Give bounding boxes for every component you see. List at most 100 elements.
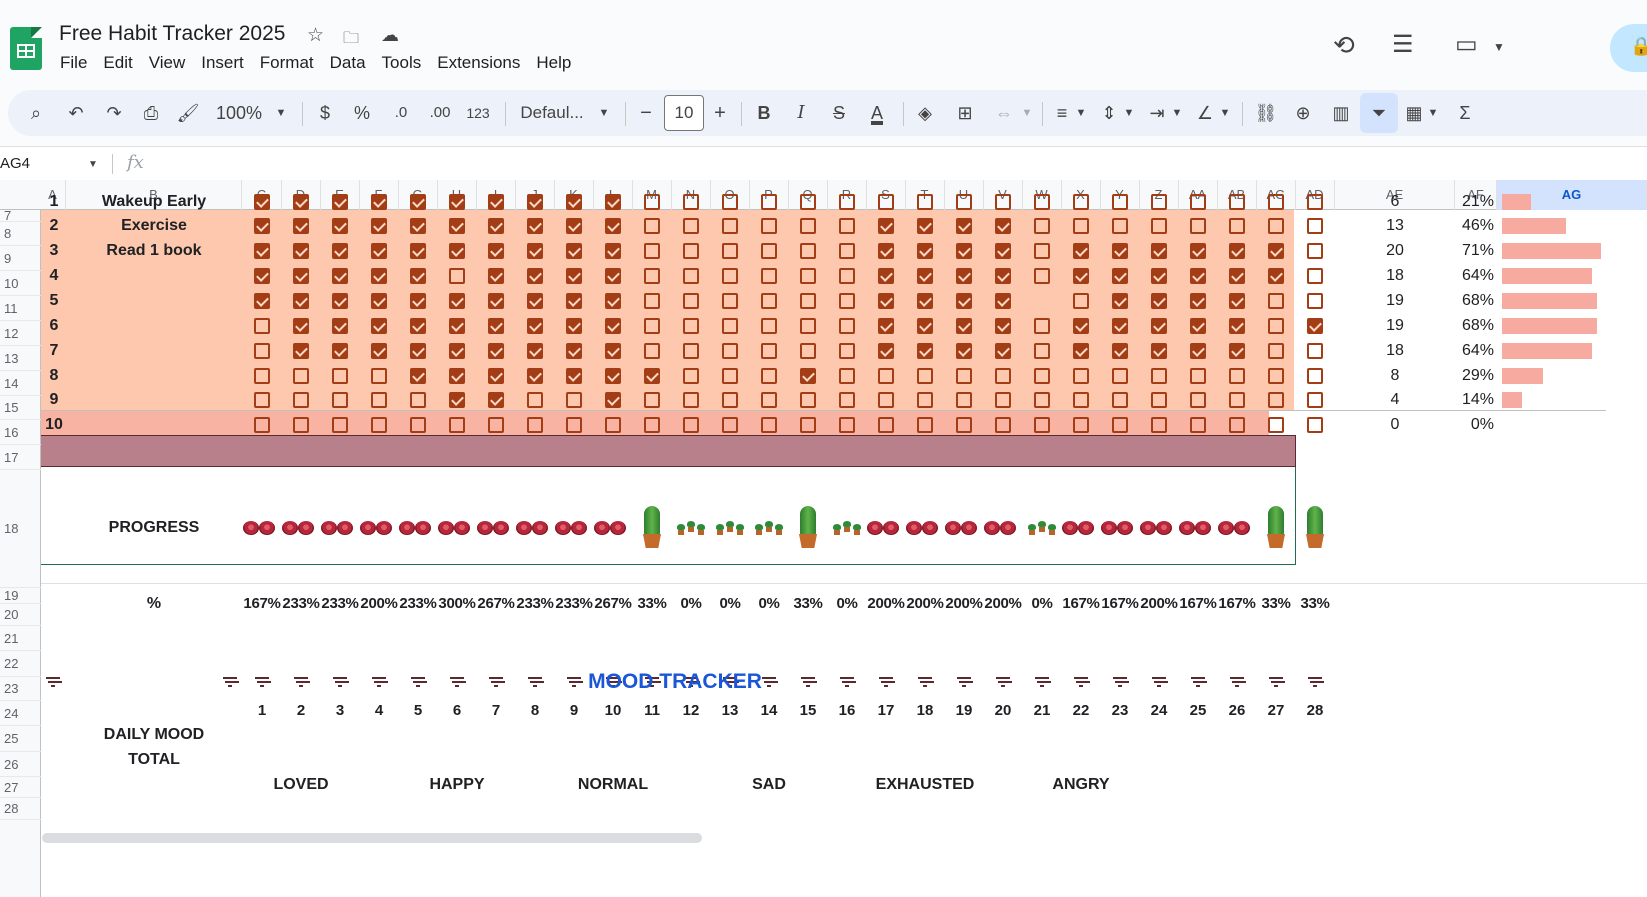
habit-checkbox[interactable] (332, 392, 348, 408)
redo-icon[interactable]: ↷ (106, 103, 122, 123)
habit-checkbox[interactable] (1034, 243, 1050, 259)
habit-checkbox[interactable] (1112, 318, 1128, 334)
habit-checkbox[interactable] (605, 417, 621, 433)
habit-checkbox[interactable] (956, 194, 972, 210)
sheet-grid[interactable]: ABCDEFGHIJKLMNOPQRSTUVWXYZAAABACADAEAFAG… (0, 180, 1647, 897)
habit-checkbox[interactable] (644, 268, 660, 284)
habit-checkbox[interactable] (410, 194, 426, 210)
habit-checkbox[interactable] (761, 194, 777, 210)
filter-toggle-icon[interactable] (1152, 677, 1166, 687)
filter-toggle-icon[interactable] (918, 677, 932, 687)
filter-toggle-icon[interactable] (684, 677, 698, 687)
row-header-20[interactable]: 20 (0, 604, 41, 626)
habit-checkbox[interactable] (371, 417, 387, 433)
habit-checkbox[interactable] (683, 243, 699, 259)
habit-checkbox[interactable] (332, 218, 348, 234)
habit-checkbox[interactable] (995, 343, 1011, 359)
habit-checkbox[interactable] (1190, 392, 1206, 408)
habit-checkbox[interactable] (566, 318, 582, 334)
habit-checkbox[interactable] (878, 343, 894, 359)
wrap-dropdown-icon[interactable]: ▼ (1171, 107, 1183, 119)
habit-checkbox[interactable] (605, 194, 621, 210)
meet-dropdown-icon[interactable]: ▼ (1493, 40, 1505, 54)
habit-checkbox[interactable] (254, 318, 270, 334)
filter-views-dropdown-icon[interactable]: ▼ (1427, 107, 1439, 119)
habit-checkbox[interactable] (332, 243, 348, 259)
habit-checkbox[interactable] (722, 318, 738, 334)
habit-checkbox[interactable] (488, 318, 504, 334)
habit-checkbox[interactable] (254, 343, 270, 359)
habit-checkbox[interactable] (254, 243, 270, 259)
habit-checkbox[interactable] (917, 392, 933, 408)
habit-checkbox[interactable] (605, 218, 621, 234)
habit-checkbox[interactable] (293, 392, 309, 408)
habit-checkbox[interactable] (449, 194, 465, 210)
habit-checkbox[interactable] (839, 318, 855, 334)
row-header-12[interactable]: 12 (0, 321, 41, 346)
row-header-9[interactable]: 9 (0, 246, 41, 271)
percent-format-button[interactable]: % (353, 103, 370, 123)
habit-checkbox[interactable] (410, 417, 426, 433)
habit-checkbox[interactable] (1034, 417, 1050, 433)
habit-checkbox[interactable] (1268, 417, 1284, 433)
habit-checkbox[interactable] (1229, 243, 1245, 259)
habit-checkbox[interactable] (1112, 218, 1128, 234)
habit-checkbox[interactable] (332, 318, 348, 334)
filter-toggle-icon[interactable] (1230, 677, 1244, 687)
bold-button[interactable]: B (757, 103, 771, 123)
filter-toggle-icon[interactable] (1035, 677, 1049, 687)
habit-checkbox[interactable] (1112, 417, 1128, 433)
habit-name[interactable]: Read 1 book (106, 242, 202, 259)
habit-checkbox[interactable] (995, 194, 1011, 210)
habit-checkbox[interactable] (1268, 293, 1284, 309)
decrease-font-size-button[interactable]: − (640, 102, 652, 124)
filter-toggle-icon[interactable] (1269, 677, 1283, 687)
habit-checkbox[interactable] (878, 392, 894, 408)
habit-checkbox[interactable] (605, 343, 621, 359)
habit-checkbox[interactable] (1151, 218, 1167, 234)
habit-checkbox[interactable] (956, 343, 972, 359)
habit-checkbox[interactable] (1190, 318, 1206, 334)
habit-checkbox[interactable] (1229, 368, 1245, 384)
filter-toggle-icon[interactable] (528, 677, 542, 687)
habit-checkbox[interactable] (1229, 218, 1245, 234)
habit-checkbox[interactable] (1151, 243, 1167, 259)
habit-checkbox[interactable] (1307, 268, 1323, 284)
habit-checkbox[interactable] (332, 368, 348, 384)
habit-checkbox[interactable] (1034, 343, 1050, 359)
habit-checkbox[interactable] (449, 243, 465, 259)
habit-checkbox[interactable] (449, 368, 465, 384)
habit-checkbox[interactable] (1151, 293, 1167, 309)
habit-checkbox[interactable] (1034, 268, 1050, 284)
filter-toggle-icon[interactable] (372, 677, 386, 687)
habit-checkbox[interactable] (683, 368, 699, 384)
habit-checkbox[interactable] (332, 194, 348, 210)
habit-checkbox[interactable] (371, 243, 387, 259)
filter-toggle-icon[interactable] (801, 677, 815, 687)
name-box[interactable]: AG4 (0, 155, 31, 172)
habit-checkbox[interactable] (527, 243, 543, 259)
row-header-11[interactable]: 11 (0, 296, 41, 321)
habit-checkbox[interactable] (371, 392, 387, 408)
habit-checkbox[interactable] (956, 218, 972, 234)
habit-checkbox[interactable] (1112, 368, 1128, 384)
habit-checkbox[interactable] (1112, 194, 1128, 210)
habit-checkbox[interactable] (293, 417, 309, 433)
habit-checkbox[interactable] (527, 218, 543, 234)
habit-checkbox[interactable] (995, 318, 1011, 334)
habit-checkbox[interactable] (605, 392, 621, 408)
row-header-21[interactable]: 21 (0, 626, 41, 651)
habit-checkbox[interactable] (917, 243, 933, 259)
habit-checkbox[interactable] (566, 392, 582, 408)
undo-icon[interactable]: ↶ (68, 103, 84, 123)
habit-checkbox[interactable] (722, 368, 738, 384)
habit-checkbox[interactable] (566, 218, 582, 234)
habit-checkbox[interactable] (839, 368, 855, 384)
habit-checkbox[interactable] (683, 417, 699, 433)
filter-toggle-icon[interactable] (567, 677, 581, 687)
habit-checkbox[interactable] (878, 194, 894, 210)
habit-checkbox[interactable] (1268, 392, 1284, 408)
borders-icon[interactable]: ⊞ (957, 103, 973, 123)
habit-checkbox[interactable] (1190, 243, 1206, 259)
decrease-decimal-button[interactable]: .0 (394, 104, 408, 121)
